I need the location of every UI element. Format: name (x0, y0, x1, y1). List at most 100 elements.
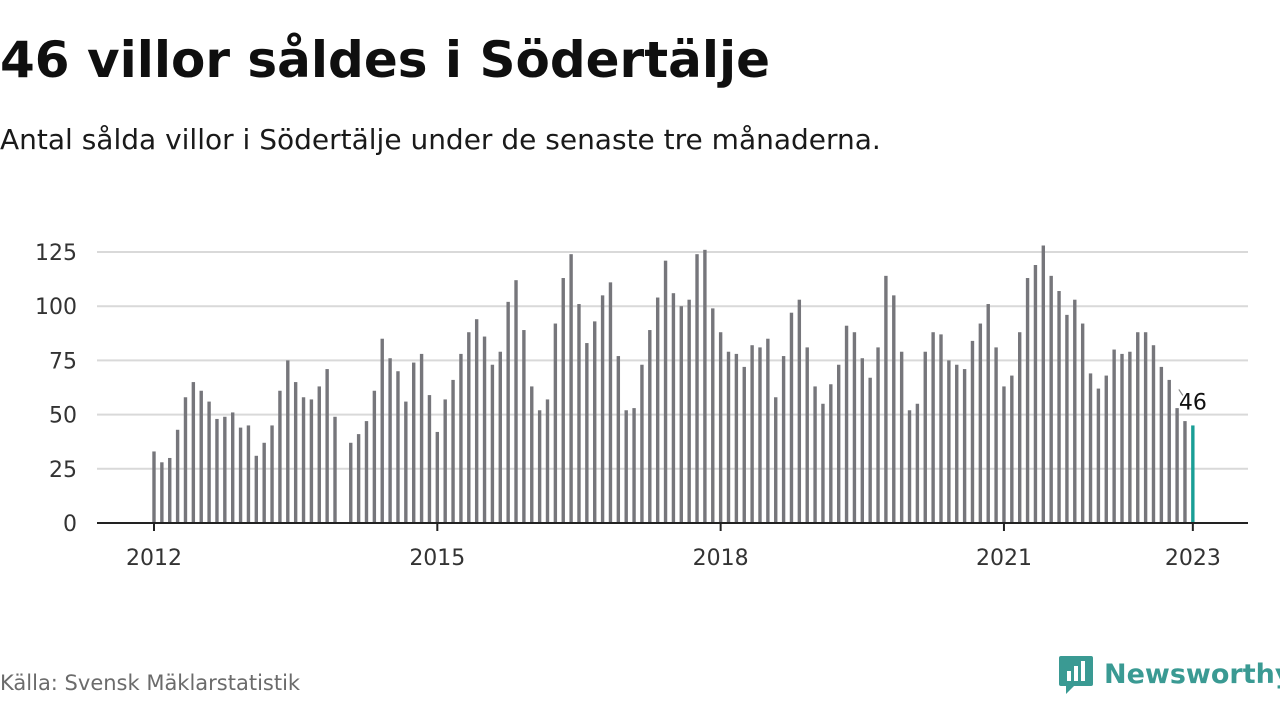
chart-subtitle: Antal sålda villor i Södertälje under de… (0, 123, 881, 156)
bar (514, 280, 518, 523)
bar (530, 386, 534, 523)
bar (254, 455, 259, 523)
bar (868, 377, 872, 523)
y-tick-label: 25 (49, 458, 77, 483)
bar (427, 395, 432, 523)
bar (585, 343, 589, 523)
bar (640, 364, 644, 523)
bars (152, 245, 1195, 524)
source-note: Källa: Svensk Mäklarstatistik (0, 671, 301, 695)
bar (215, 418, 219, 523)
x-tick-label: 2021 (976, 546, 1032, 571)
bar (364, 421, 369, 523)
bar-chart: 0 25 50 75 100 125 2012 2015 2018 2021 2023 46 (35, 241, 1248, 571)
bar (175, 429, 180, 523)
bar (349, 442, 353, 523)
bar (616, 356, 621, 523)
bar (844, 325, 849, 523)
bar (380, 338, 384, 523)
bar (758, 347, 762, 523)
bar (1151, 345, 1156, 523)
bar (939, 334, 943, 523)
bar (899, 351, 904, 523)
bar (970, 340, 975, 523)
bar (813, 386, 817, 523)
bar (435, 431, 440, 523)
bar (876, 347, 880, 523)
bar (860, 358, 864, 523)
bar (766, 338, 770, 523)
bar (412, 362, 416, 523)
bar (986, 304, 990, 523)
bar (569, 254, 573, 524)
y-tick-label: 0 (63, 512, 77, 537)
bar (805, 347, 809, 523)
bar (1010, 375, 1014, 523)
bar (545, 399, 550, 523)
bar (648, 330, 652, 523)
bar (836, 364, 841, 523)
y-tick-label: 75 (49, 349, 77, 374)
bar (325, 369, 329, 523)
bar (679, 306, 683, 523)
bar (892, 295, 896, 523)
bar (1033, 265, 1038, 523)
bar (231, 412, 235, 523)
bar (695, 254, 699, 524)
x-axis-ticks: 2012 2015 2018 2021 2023 (126, 523, 1221, 571)
bar (223, 416, 227, 523)
bar (168, 457, 172, 523)
bar (600, 295, 605, 523)
y-tick-label: 100 (35, 295, 77, 320)
bar (301, 397, 306, 523)
bar (797, 299, 802, 523)
y-tick-label: 125 (35, 241, 77, 266)
bar (1065, 314, 1069, 523)
bar (553, 323, 558, 523)
bar (199, 390, 203, 523)
annotation-label: 46 (1179, 390, 1207, 415)
bar (962, 369, 967, 523)
bar (152, 451, 156, 523)
bar (498, 351, 502, 523)
brand-name: Newsworthy (1104, 659, 1280, 690)
bar (774, 397, 778, 523)
bar (1112, 349, 1116, 523)
bar (317, 386, 321, 523)
bar (789, 312, 794, 523)
bar (1018, 332, 1022, 523)
bar (781, 356, 786, 523)
y-tick-label: 50 (49, 404, 77, 429)
bar (293, 382, 298, 523)
bar (270, 425, 274, 523)
annotations: 46 (1178, 389, 1207, 415)
bar (1167, 379, 1171, 523)
bar (915, 403, 920, 523)
bar (1143, 332, 1148, 523)
bar (955, 364, 959, 523)
bar (396, 371, 400, 523)
bar (278, 390, 282, 523)
bar (388, 358, 392, 523)
bar (467, 332, 471, 523)
bar (923, 351, 927, 523)
bar (207, 401, 211, 523)
bar (1120, 353, 1124, 523)
bar (1096, 388, 1101, 523)
bar (474, 319, 479, 523)
bar (506, 301, 510, 523)
bar (711, 308, 715, 523)
bar (286, 360, 290, 523)
bar (191, 382, 196, 523)
bar (978, 323, 983, 523)
bar (726, 351, 731, 523)
bar (238, 427, 243, 523)
y-axis-ticks: 0 25 50 75 100 125 (35, 241, 77, 537)
newsworthy-logo-icon (1059, 656, 1093, 694)
bar (884, 275, 888, 523)
bar (742, 366, 746, 523)
bar (1080, 323, 1085, 523)
bar (459, 353, 463, 523)
bar (687, 299, 691, 523)
bar (671, 293, 676, 523)
